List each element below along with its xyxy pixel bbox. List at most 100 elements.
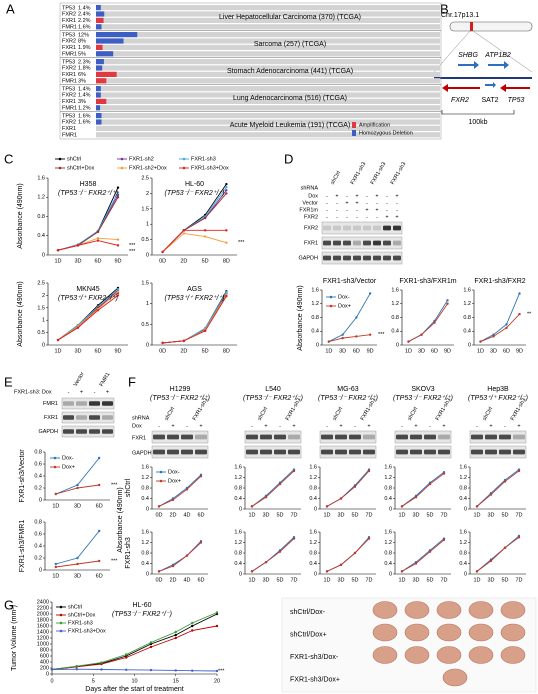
chromosome-label: Chr.17p13.1 (441, 12, 479, 19)
y-tick-label: 2400 (37, 599, 49, 605)
data-point (492, 335, 495, 338)
y-tick-label: 1.6 (459, 464, 467, 470)
gene-arrow (442, 84, 480, 92)
data-point (225, 295, 228, 298)
series-line (476, 536, 520, 572)
gene-name: FXR2 (451, 97, 469, 104)
blot-band (195, 449, 207, 455)
x-tick-label: 3D (74, 348, 81, 354)
lane-sign: - (346, 193, 348, 199)
cancer-type: Stomach Adenocarcinoma (441) (TCGA) (227, 68, 353, 75)
legend-label: Dox- (168, 469, 180, 475)
gene-label: TP53 (62, 32, 75, 38)
blot-band (102, 415, 113, 420)
x-tick-label: 7D (440, 512, 447, 518)
x-tick-label: 1D (473, 577, 480, 583)
photo-row-label: FXR1-sh3/Dox- (290, 654, 339, 661)
y-tick-label: 0.4 (234, 496, 242, 502)
blot-band (63, 401, 74, 406)
y-tick-label: 1.2 (141, 475, 149, 481)
lane-sign: - (158, 423, 160, 429)
data-point (503, 546, 507, 549)
y-tick-label: 0.4 (234, 561, 242, 567)
row-label: shRNA (132, 415, 150, 421)
x-tick-label: 2D (180, 348, 187, 354)
data-point (203, 235, 207, 238)
data-point (182, 339, 186, 343)
y-tick-label: 0 (42, 342, 45, 348)
legend-label: Homozygous Deletion (359, 130, 413, 136)
blot-band (349, 449, 361, 455)
data-point (125, 656, 128, 659)
lane-sign: + (375, 193, 378, 199)
gene-label: TP53 (62, 5, 75, 11)
blot (61, 397, 115, 410)
y-tick-label: 0 (389, 571, 392, 577)
blot-band (246, 449, 258, 455)
data-point (76, 326, 80, 329)
data-point (225, 229, 228, 232)
x-tick-label: 3D (487, 512, 494, 518)
cancer-type: Liver Hepatocellular Carcinoma (370) (TC… (219, 14, 361, 21)
x-tick-label: 1D (325, 348, 332, 354)
y-tick-label: 1.2 (37, 195, 45, 201)
x-tick-label: 3D (337, 577, 344, 583)
data-point (56, 338, 60, 342)
data-point (518, 292, 521, 295)
band-label: GAPDH (132, 450, 152, 456)
row-label: FXR1m (299, 207, 318, 213)
data-point (250, 505, 254, 508)
x-tick-label: 7D (365, 512, 372, 518)
lane-sign: - (346, 207, 348, 213)
blot (394, 445, 452, 459)
chart-title: AGS (187, 286, 202, 293)
y-axis-label: Absorbance (490nm) (17, 281, 24, 346)
blot-band (410, 449, 422, 455)
data-point (100, 668, 103, 671)
lane-sign: - (366, 200, 368, 206)
blot-band (63, 415, 74, 420)
series-line (162, 232, 227, 253)
data-point (116, 186, 120, 189)
y-tick-label: 0.8 (34, 449, 42, 455)
y-tick-label: 0.8 (234, 485, 242, 491)
series-line (401, 473, 445, 507)
row-label: FXR2 (304, 214, 318, 220)
y-axis-label: Absorbance (490nm) (117, 487, 124, 552)
x-tick-label: 6D (503, 348, 510, 354)
blot-band (288, 449, 300, 455)
y-tick-label: 0.4 (384, 561, 392, 567)
blot-band (102, 401, 113, 406)
data-point (50, 668, 54, 671)
data-point (174, 669, 177, 672)
panel-label: F (128, 374, 136, 389)
chart-title: H358 (80, 181, 97, 188)
gene-name: TP53 (508, 97, 525, 104)
blot-band (499, 449, 511, 455)
blot-band (485, 434, 497, 440)
lane-sign: - (68, 389, 70, 395)
lane-sign: + (292, 423, 295, 429)
x-tick-label: 0D (155, 577, 162, 583)
lane-sign: - (386, 200, 388, 206)
series-line (158, 540, 202, 572)
data-point (203, 229, 207, 232)
data-point (185, 488, 189, 491)
x-tick-label: 1D (323, 512, 330, 518)
y-tick-label: 1.2 (384, 475, 392, 481)
tumor-photo (468, 623, 494, 642)
data-point (518, 312, 521, 316)
y-tick-label: 1.2 (459, 475, 467, 481)
legend-label: shCtrl (68, 604, 82, 610)
significance: *** (129, 243, 136, 249)
y-tick-label: 1.6 (391, 287, 399, 293)
y-tick-label: 1.2 (234, 540, 242, 546)
x-tick-label: 0D (159, 348, 166, 354)
data-point (56, 248, 60, 252)
lane-sign: - (396, 200, 398, 206)
x-tick-label: 9D (516, 348, 523, 354)
blot-band (471, 449, 483, 455)
data-point (264, 495, 268, 499)
data-point (76, 244, 80, 247)
alteration-pct: 1.4% (78, 86, 91, 92)
